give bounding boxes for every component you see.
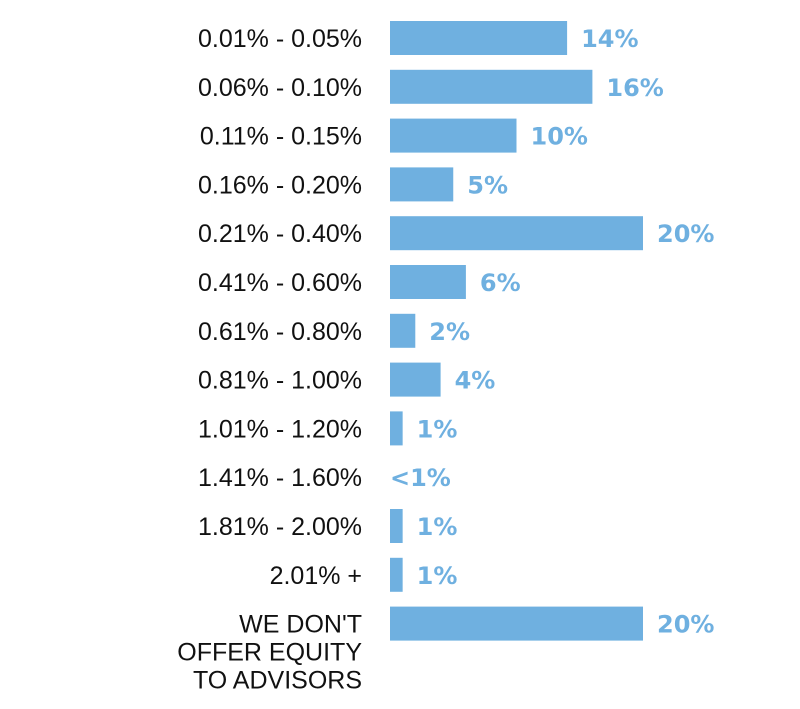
value-label: 1%: [417, 513, 458, 541]
value-label: 5%: [467, 171, 508, 199]
bars: [390, 21, 643, 641]
category-label: 0.81% - 1.00%: [198, 367, 362, 395]
bar: [390, 216, 643, 251]
bar: [390, 69, 593, 104]
bar: [390, 411, 403, 446]
value-label: 16%: [606, 74, 663, 102]
value-label: 20%: [657, 611, 714, 639]
value-label: 6%: [480, 269, 521, 297]
value-labels: 14% 16% 10% 5% 20% 6% 2% 4% 1% <1% 1% 1% 20%: [390, 25, 714, 639]
value-label: 1%: [417, 415, 458, 443]
bar: [390, 313, 416, 348]
category-label: 0.11% - 0.15%: [200, 123, 362, 151]
category-label: 0.01% - 0.05%: [198, 25, 362, 53]
value-label: 4%: [455, 367, 496, 395]
value-label: 14%: [581, 25, 638, 53]
category-label: WE DON'T OFFER EQUITY TO ADVISORS: [177, 611, 362, 695]
category-label: 0.21% - 0.40%: [198, 220, 362, 248]
bar: [390, 557, 403, 592]
bar: [390, 167, 454, 202]
category-label: 0.06% - 0.10%: [198, 74, 362, 102]
value-label: 1%: [417, 562, 458, 590]
bar: [390, 509, 403, 543]
category-label: 1.81% - 2.00%: [198, 513, 362, 541]
category-label: 0.61% - 0.80%: [198, 318, 362, 346]
value-label: 2%: [429, 318, 470, 346]
value-label: 20%: [657, 220, 714, 248]
bar: [390, 606, 643, 641]
bar: [390, 362, 441, 397]
category-label: 1.01% - 1.20%: [198, 415, 362, 443]
value-label: <1%: [390, 464, 451, 492]
category-label: 1.41% - 1.60%: [198, 464, 362, 492]
category-label: 0.41% - 0.60%: [198, 269, 362, 297]
bar: [390, 118, 517, 153]
value-label: 10%: [531, 123, 588, 151]
bar: [390, 265, 466, 299]
category-label: 2.01% +: [270, 562, 362, 590]
category-labels: 0.01% - 0.05% 0.06% - 0.10% 0.11% - 0.15% 0…: [177, 25, 362, 695]
bar: [390, 21, 568, 55]
category-label: 0.16% - 0.20%: [198, 171, 362, 199]
